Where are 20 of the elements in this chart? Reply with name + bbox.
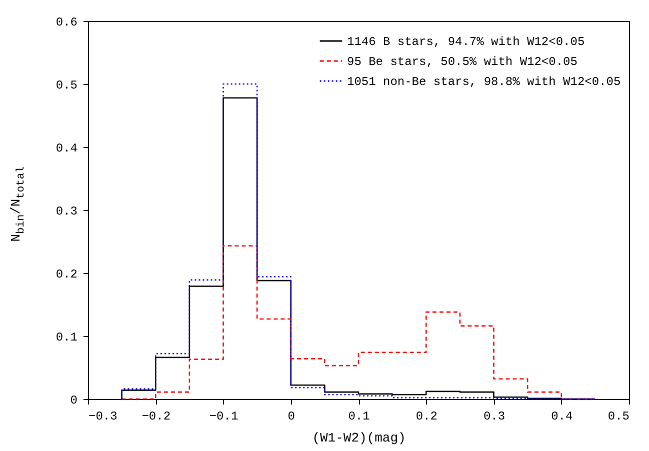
y-tick-label: 0.2 [56,268,78,282]
legend-label: 1146 B stars, 94.7% with W12<0.05 [347,35,585,49]
x-tick-label: −0.2 [142,410,171,424]
x-tick-label: 0.1 [348,410,370,424]
x-tick-label: 0.4 [551,410,573,424]
legend-label: 1051 non-Be stars, 98.8% with W12<0.05 [347,75,621,89]
x-tick-label: 0.3 [483,410,506,424]
y-tick-label: 0.6 [56,16,78,30]
y-tick-label: 0.1 [56,330,78,344]
x-tick-label: 0 [288,410,295,424]
x-tick-label: −0.3 [88,410,118,424]
x-tick-label: −0.1 [209,410,238,424]
x-tick-label: 0.2 [416,410,438,424]
y-tick-label: 0.5 [56,78,78,92]
x-axis-title: (W1-W2)(mag) [312,430,406,446]
y-tick-label: 0.3 [56,204,78,218]
y-tick-label: 0 [70,394,78,408]
x-tick-label: 0.5 [608,410,630,424]
legend-label: 95 Be stars, 50.5% with W12<0.05 [347,55,578,69]
y-tick-label: 0.4 [56,142,78,156]
